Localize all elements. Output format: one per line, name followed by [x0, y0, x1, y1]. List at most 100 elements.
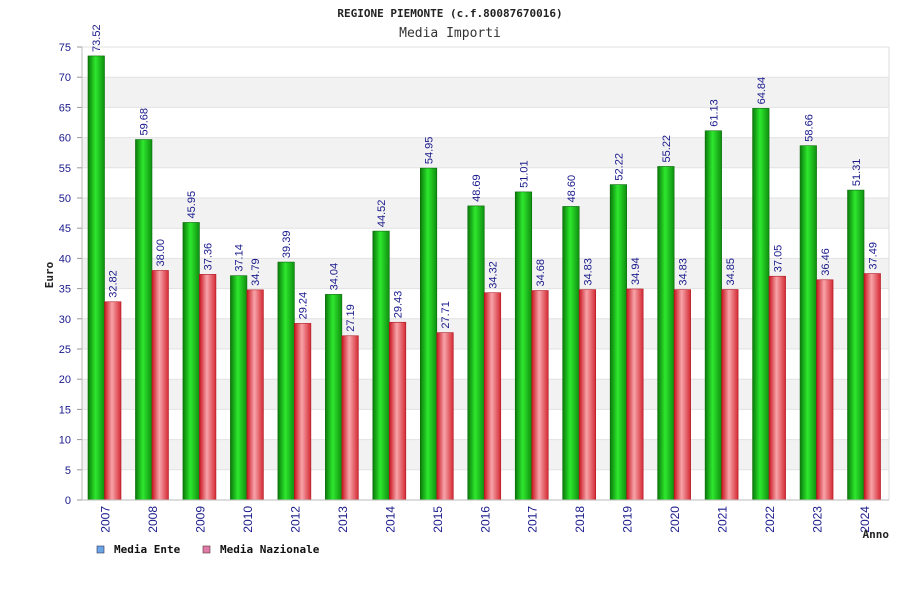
bar-media-ente-2023: [799, 145, 817, 501]
bar-media-ente-2015: [419, 167, 438, 501]
data-label: 52.22: [613, 153, 625, 181]
y-tick-label: 65: [59, 102, 71, 114]
grid-band: [82, 77, 889, 108]
bar-media-ente-2008: [135, 139, 153, 501]
data-label: 51.31: [851, 159, 863, 187]
bar-media-ente-2024: [847, 189, 865, 501]
x-tick-label: 2007: [99, 506, 113, 533]
y-tick-label: 25: [59, 344, 71, 356]
data-label: 48.60: [566, 175, 578, 203]
x-tick-label: 2016: [478, 506, 492, 533]
x-tick-label: 2023: [811, 506, 825, 533]
data-label: 51.01: [518, 160, 530, 188]
data-label: 29.24: [298, 292, 310, 320]
x-tick-label: 2018: [573, 506, 587, 533]
bar-media-nazionale-2023: [816, 279, 834, 501]
data-label: 38.00: [155, 239, 167, 267]
bar-media-nazionale-2020: [673, 289, 691, 501]
data-label: 29.43: [393, 291, 405, 319]
bar-media-nazionale-2012: [294, 323, 312, 501]
data-label: 61.13: [708, 99, 720, 127]
x-tick-label: 2019: [621, 506, 635, 533]
bar-media-ente-2014: [372, 230, 390, 501]
data-label: 34.04: [329, 263, 341, 291]
data-label: 55.22: [661, 135, 673, 163]
bar-media-nazionale-2024: [863, 273, 881, 501]
data-label: 73.52: [91, 24, 103, 52]
x-axis-label: Anno: [863, 528, 890, 541]
legend-label-media-nazionale: Media Nazionale: [220, 543, 320, 556]
data-label: 37.14: [234, 244, 246, 272]
bar-media-ente-2020: [657, 166, 675, 501]
x-tick-label: 2015: [431, 506, 445, 533]
data-label: 34.83: [582, 258, 594, 286]
bar-media-ente-2007: [87, 55, 105, 501]
data-label: 59.68: [139, 108, 151, 136]
y-tick-label: 55: [59, 163, 71, 175]
x-tick-label: 2024: [858, 506, 872, 533]
bar-media-nazionale-2018: [578, 289, 597, 501]
data-label: 34.68: [535, 259, 547, 287]
data-label: 39.39: [281, 231, 293, 259]
data-label: 37.36: [203, 243, 215, 271]
y-tick-label: 35: [59, 284, 71, 296]
legend-label-media-ente: Media Ente: [114, 543, 181, 556]
bar-media-nazionale-2014: [389, 321, 407, 501]
y-axis: 0 5 10 15 20 25 30 35 40 45 50 55 60 65 70 75: [59, 42, 890, 507]
y-tick-label: 75: [59, 42, 71, 54]
data-label: 54.95: [424, 137, 436, 165]
x-tick-label: 2008: [146, 506, 160, 533]
data-label: 45.95: [186, 191, 198, 219]
bar-media-ente-2016: [467, 205, 485, 501]
y-tick-label: 0: [65, 495, 71, 507]
data-label: 34.85: [725, 258, 737, 286]
legend-swatch-media-ente: [96, 545, 105, 554]
bar-media-nazionale-2013: [341, 335, 359, 501]
bar-media-nazionale-2015: [436, 332, 454, 501]
x-tick-label: 2021: [716, 506, 730, 533]
data-label: 44.52: [376, 200, 388, 228]
data-label: 27.19: [345, 304, 357, 332]
data-label: 34.94: [630, 257, 642, 285]
x-tick-label: 2010: [241, 506, 255, 533]
data-label: 36.46: [820, 248, 832, 276]
bar-media-nazionale-2016: [483, 292, 502, 501]
data-label: 64.84: [756, 77, 768, 105]
bar-media-ente-2022: [752, 108, 770, 501]
data-label: 34.32: [488, 261, 500, 289]
y-tick-label: 10: [59, 435, 71, 447]
chart-subtitle: Media Importi: [399, 26, 501, 41]
data-label: 37.49: [867, 242, 879, 270]
bar-media-nazionale-2007: [104, 301, 122, 501]
data-label: 34.79: [250, 258, 262, 286]
bar-media-ente-2010: [230, 275, 248, 501]
bar-media-nazionale-2019: [626, 288, 644, 501]
legend: Media Ente Media Nazionale: [96, 543, 320, 556]
bar-media-nazionale-2022: [768, 275, 786, 501]
data-label: 32.82: [108, 270, 120, 298]
bar-media-nazionale-2010: [246, 289, 264, 501]
bar-media-ente-2017: [514, 191, 533, 501]
data-label: 58.66: [803, 114, 815, 142]
y-tick-label: 15: [59, 404, 71, 416]
chart-title: REGIONE PIEMONTE (c.f.80087670016): [337, 7, 562, 20]
bar-media-ente-2009: [182, 222, 200, 501]
bar-media-ente-2018: [562, 206, 580, 501]
bar-media-nazionale-2021: [721, 289, 739, 501]
data-label: 48.69: [471, 174, 483, 202]
x-tick-label: 2020: [668, 506, 682, 533]
x-tick-label: 2009: [193, 506, 207, 533]
bar-media-nazionale-2017: [531, 290, 549, 501]
y-axis-label: Euro: [43, 261, 56, 288]
data-label: 37.05: [772, 245, 784, 273]
data-label: 27.71: [440, 301, 452, 329]
y-tick-label: 30: [59, 314, 71, 326]
bar-media-nazionale-2009: [199, 274, 217, 501]
bar-media-ente-2021: [704, 130, 722, 501]
x-tick-label: 2013: [336, 506, 350, 533]
y-tick-label: 40: [59, 253, 71, 265]
x-tick-label: 2017: [526, 506, 540, 533]
x-tick-label: 2014: [383, 506, 397, 533]
bar-media-ente-2019: [609, 184, 627, 501]
